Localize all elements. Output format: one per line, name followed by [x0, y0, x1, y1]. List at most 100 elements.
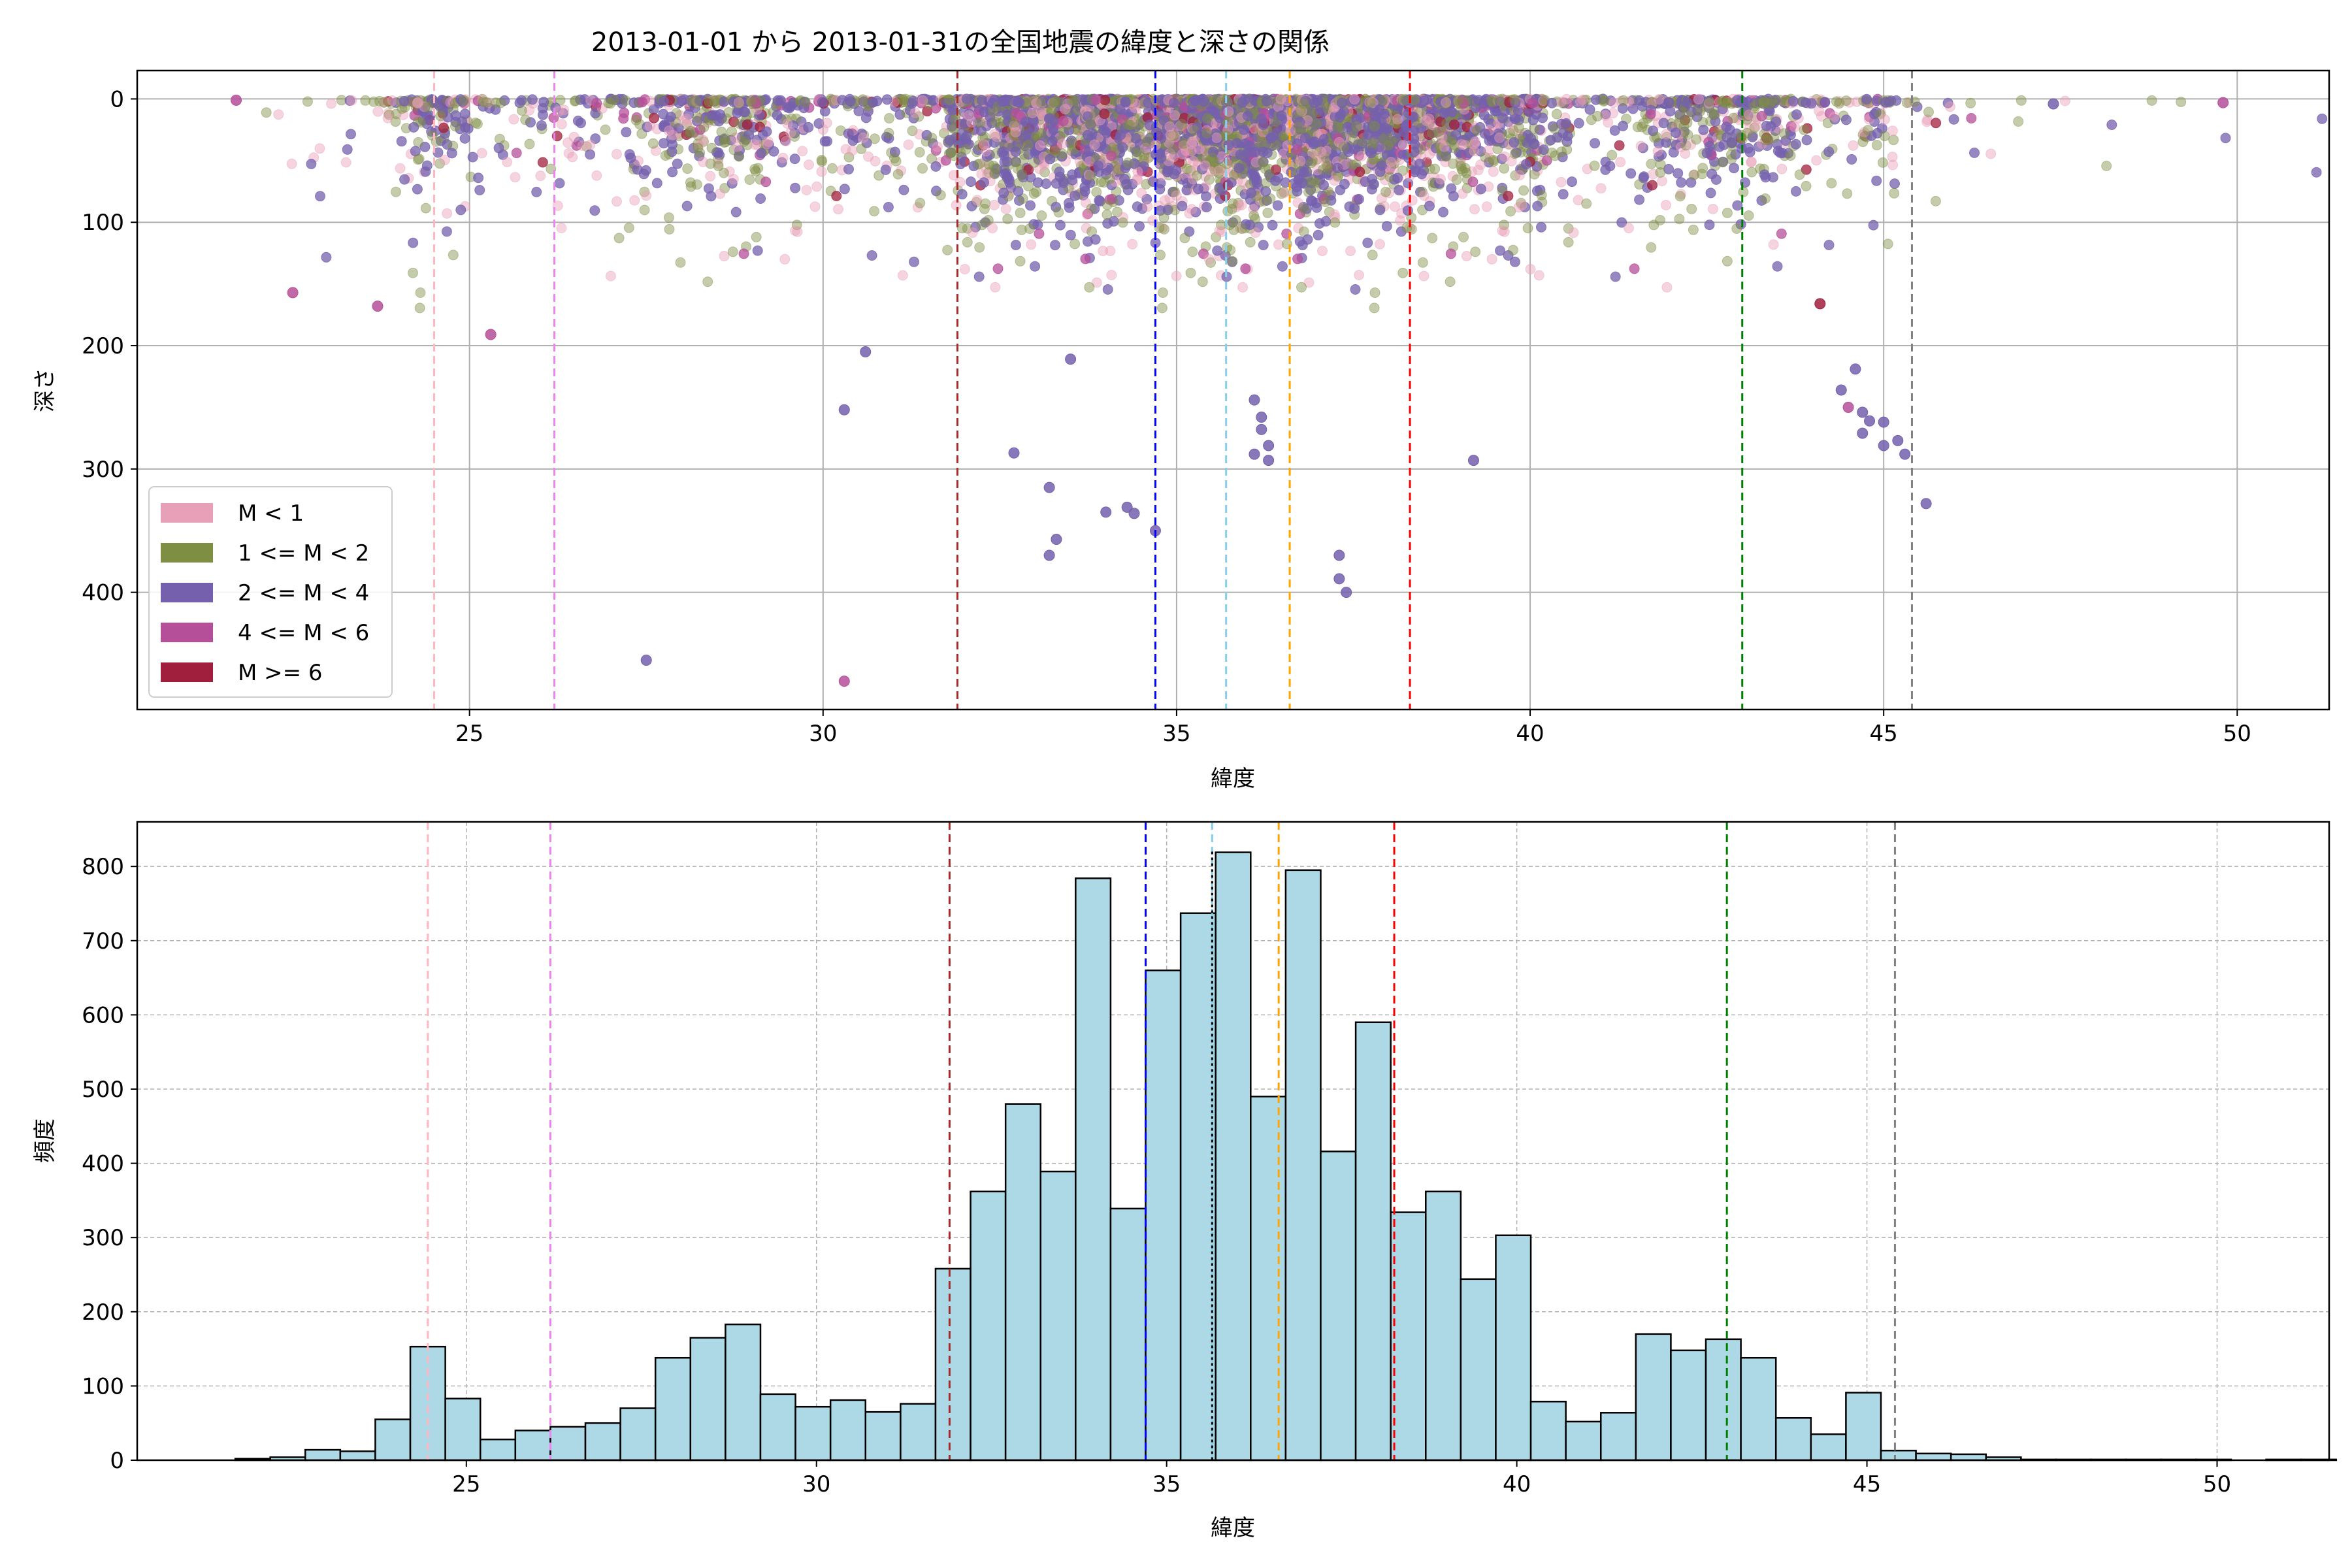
- scatter-point: [537, 157, 548, 168]
- scatter-point: [420, 203, 431, 214]
- scatter-point: [563, 137, 574, 148]
- scatter-point: [1302, 234, 1313, 245]
- scatter-point: [1351, 121, 1362, 132]
- scatter-point: [1375, 204, 1386, 216]
- scatter-point: [719, 250, 730, 261]
- scatter-point: [762, 136, 774, 147]
- scatter-point: [914, 147, 925, 157]
- scatter-point: [409, 110, 420, 121]
- scatter-point: [387, 95, 398, 106]
- scatter-point: [755, 193, 766, 204]
- scatter-point: [444, 97, 455, 108]
- scatter-point: [1365, 97, 1376, 108]
- scatter-point: [412, 97, 423, 108]
- scatter-point: [1156, 152, 1167, 163]
- scatter-point: [1407, 195, 1418, 206]
- scatter-point: [1418, 270, 1429, 282]
- scatter-point: [360, 95, 371, 106]
- scatter-point: [1320, 197, 1331, 208]
- scatter-point: [1099, 108, 1110, 120]
- scatter-point: [621, 127, 632, 138]
- scatter-point: [576, 118, 586, 129]
- scatter-point: [623, 222, 634, 233]
- scatter-point: [962, 237, 973, 248]
- scatter-point: [1026, 239, 1037, 250]
- scatter-point: [1214, 165, 1225, 176]
- scatter-point: [698, 122, 710, 133]
- scatter-point: [511, 148, 522, 159]
- scatter-point: [811, 181, 823, 192]
- scatter-point: [1237, 97, 1248, 108]
- scatter-point: [629, 195, 640, 206]
- scatter-point: [455, 123, 466, 135]
- scatter-point: [949, 114, 960, 125]
- scatter-point: [527, 94, 538, 105]
- scatter-point: [706, 142, 717, 154]
- scatter-point: [1381, 221, 1392, 232]
- scatter-point: [883, 127, 894, 139]
- scatter-point: [1424, 201, 1435, 212]
- scatter-point: [1332, 163, 1343, 173]
- scatter-point: [1176, 118, 1187, 129]
- scatter-point: [1338, 142, 1349, 153]
- scatter-point: [1293, 122, 1304, 133]
- scatter-point: [286, 158, 297, 169]
- scatter-point: [446, 148, 457, 159]
- scatter-point: [727, 246, 738, 257]
- scatter-point: [1187, 246, 1198, 257]
- scatter-point: [1300, 133, 1311, 144]
- scatter-point: [777, 152, 789, 163]
- scatter-point: [718, 167, 729, 178]
- scatter-point: [1369, 121, 1380, 132]
- scatter-point: [1169, 97, 1179, 108]
- scatter-point: [435, 110, 446, 122]
- scatter-point: [1122, 157, 1134, 169]
- scatter-point: [1418, 95, 1429, 106]
- scatter-points: [231, 93, 2328, 687]
- scatter-point: [1258, 240, 1269, 250]
- scatter-point: [1058, 116, 1069, 127]
- scatter-point: [1448, 191, 1459, 202]
- scatter-point: [459, 95, 470, 106]
- scatter-point: [1047, 136, 1058, 146]
- scatter-point: [881, 94, 892, 105]
- scatter-point: [1339, 178, 1350, 189]
- scatter-point: [953, 138, 964, 149]
- scatter-point: [538, 97, 549, 108]
- scatter-point: [760, 176, 772, 188]
- scatter-point: [979, 177, 989, 188]
- scatter-point: [600, 124, 611, 135]
- scatter-point: [1070, 190, 1081, 201]
- scatter-point: [831, 191, 842, 201]
- scatter-point: [682, 163, 693, 174]
- scatter-point: [1305, 157, 1316, 169]
- scatter-point: [869, 206, 880, 217]
- scatter-point: [698, 156, 709, 167]
- scatter-point: [1279, 188, 1290, 199]
- scatter-point: [1427, 233, 1438, 244]
- scatter-point: [709, 95, 720, 106]
- scatter-point: [734, 151, 745, 162]
- scatter-point: [1102, 284, 1113, 295]
- scatter-point: [1115, 129, 1126, 140]
- scatter-point: [1013, 178, 1024, 189]
- scatter-point: [756, 148, 767, 159]
- scatter-point: [591, 170, 602, 181]
- scatter-point: [1277, 157, 1287, 168]
- scatter-point: [1122, 119, 1134, 130]
- scatter-point: [1392, 114, 1403, 125]
- scatter-point: [1309, 136, 1320, 147]
- scatter-point: [342, 144, 353, 155]
- scatter-point: [1002, 109, 1013, 120]
- scatter-point: [1098, 246, 1109, 257]
- scatter-point: [442, 208, 453, 219]
- scatter-point: [1046, 103, 1057, 114]
- scatter-point: [1316, 146, 1327, 157]
- scatter-point: [490, 104, 501, 115]
- scatter-point: [951, 200, 962, 211]
- scatter-point: [663, 212, 674, 223]
- scatter-point: [915, 197, 926, 208]
- scatter-point: [611, 148, 622, 159]
- scatter-point: [321, 252, 332, 263]
